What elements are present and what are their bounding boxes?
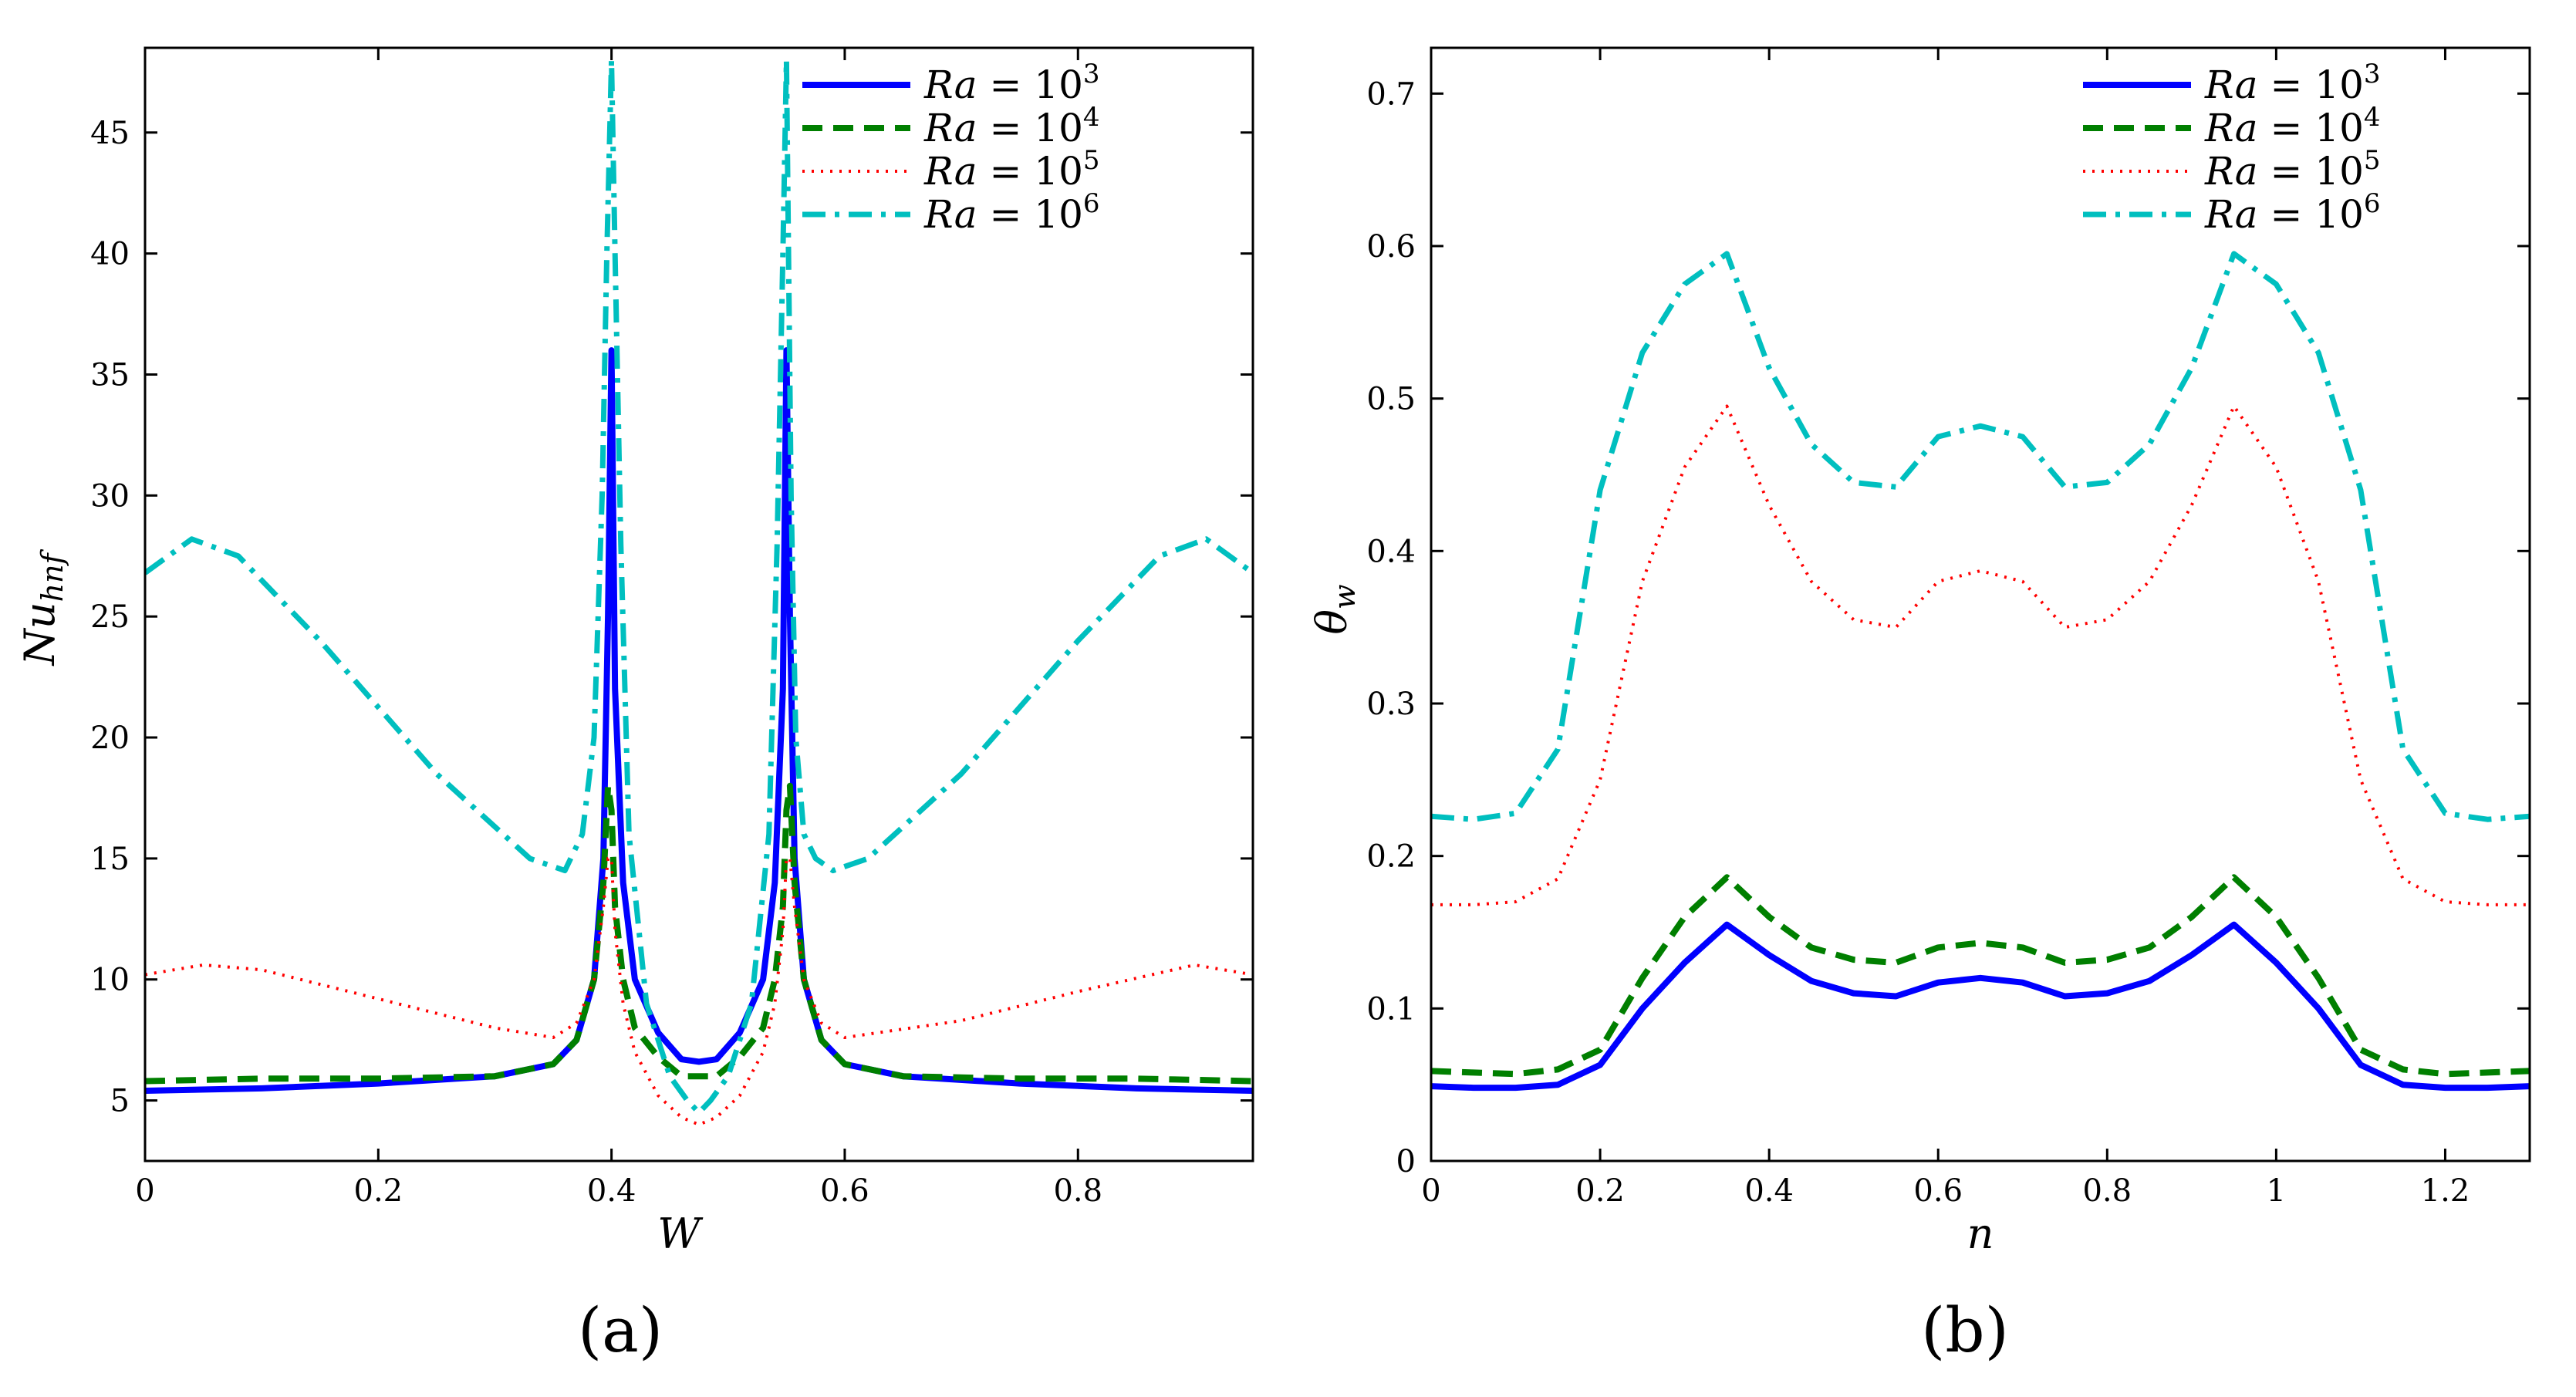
plot-area-a [145, 57, 1253, 1126]
legend-label-a-ra5: Ra = 105 [923, 145, 1100, 194]
y-axis-label-a-sub: hnf [35, 549, 69, 602]
legend-label-b-ra6: Ra = 106 [2204, 188, 2381, 237]
y-axis-label-b-sub: w [1328, 584, 1362, 609]
series-line-a-ra6 [145, 57, 1253, 1115]
legend-label-b-ra4: Ra = 104 [2204, 102, 2381, 150]
x-tick-label-b: 0.8 [2082, 1173, 2132, 1209]
y-tick-label-b: 0.5 [1366, 382, 1416, 417]
y-axis-label-a: Nuhnf [15, 549, 69, 667]
y-tick-label-a: 5 [110, 1084, 130, 1119]
series-line-b-ra5 [1431, 404, 2530, 906]
legend-label-b-ra3: Ra = 103 [2204, 59, 2381, 107]
y-tick-label-b: 0.6 [1366, 229, 1416, 265]
y-tick-label-a: 15 [90, 842, 130, 877]
y-tick-label-b: 0.3 [1366, 687, 1416, 722]
x-tick-label-a: 0.2 [354, 1173, 403, 1209]
series-line-b-ra3 [1431, 921, 2530, 1092]
x-tick-label-a: 0 [135, 1173, 154, 1209]
legend-label-a-ra4: Ra = 104 [923, 102, 1100, 150]
legend-label-a-ra6: Ra = 106 [923, 188, 1100, 237]
series-line-a-ra4 [145, 782, 1253, 1085]
y-tick-label-b: 0.2 [1366, 839, 1416, 875]
x-tick-label-a: 0.4 [587, 1173, 636, 1209]
axes-frame-b [1430, 46, 2531, 1162]
series-line-b-ra4 [1431, 874, 2530, 1078]
plot-area-b [1431, 251, 2530, 1092]
y-tick-label-b: 0 [1396, 1144, 1416, 1179]
panel-label-b: (b) [1921, 1294, 2009, 1366]
axes-frame-a [143, 46, 1254, 1162]
y-tick-label-b: 0.1 [1366, 991, 1416, 1027]
x-tick-label-b: 1.2 [2421, 1173, 2470, 1209]
x-tick-label-b: 0.6 [1913, 1173, 1963, 1209]
x-tick-label-b: 1 [2267, 1173, 2286, 1209]
ticks-b: 0 0.2 0.4 0.6 0.8 1 1.2 0 0.1 0.2 0.3 0.4 0.5 0.6 0.7 [1366, 48, 2530, 1209]
y-tick-label-a: 30 [90, 478, 130, 514]
y-tick-label-a: 10 [90, 963, 130, 998]
y-tick-label-a: 25 [90, 599, 130, 635]
legend-label-a-ra3: Ra = 103 [923, 59, 1100, 107]
y-tick-label-a: 20 [90, 720, 130, 756]
x-axis-label-b: n [1967, 1210, 1994, 1258]
ticks-a: 0 0.2 0.4 0.6 0.8 5 10 15 20 25 30 35 40 45 [90, 48, 1253, 1209]
y-tick-label-b: 0.7 [1366, 76, 1416, 112]
panel-b: 0 0.2 0.4 0.6 0.8 1 1.200.10.20.30.40.50.60.7 … [1308, 46, 2531, 1366]
x-tick-label-b: 0 [1421, 1173, 1440, 1209]
y-tick-label-a: 35 [90, 357, 130, 393]
x-tick-label-b: 0.4 [1744, 1173, 1794, 1209]
series-line-b-ra6 [1431, 251, 2530, 822]
x-tick-label-a: 0.8 [1053, 1173, 1102, 1209]
y-tick-label-a: 45 [90, 116, 130, 151]
panel-a: 0 0.2 0.4 0.6 0.8 5 10 15 20 25 30 35 40 45 W Nuhnf R… [15, 46, 1254, 1366]
x-tick-label-b: 0.2 [1575, 1173, 1625, 1209]
y-tick-label-a: 40 [90, 237, 130, 272]
y-axis-label-b-main: θ [1308, 609, 1356, 635]
y-tick-label-b: 0.4 [1366, 534, 1416, 569]
panel-label-a: (a) [578, 1294, 663, 1366]
y-axis-label-a-main: Nu [15, 602, 64, 666]
series-line-a-ra3 [145, 347, 1253, 1094]
y-axis-label-b: θw [1308, 584, 1362, 634]
x-tick-label-a: 0.6 [820, 1173, 869, 1209]
x-axis-label-a: W [657, 1210, 704, 1258]
legend-label-b-ra5: Ra = 105 [2204, 145, 2381, 194]
